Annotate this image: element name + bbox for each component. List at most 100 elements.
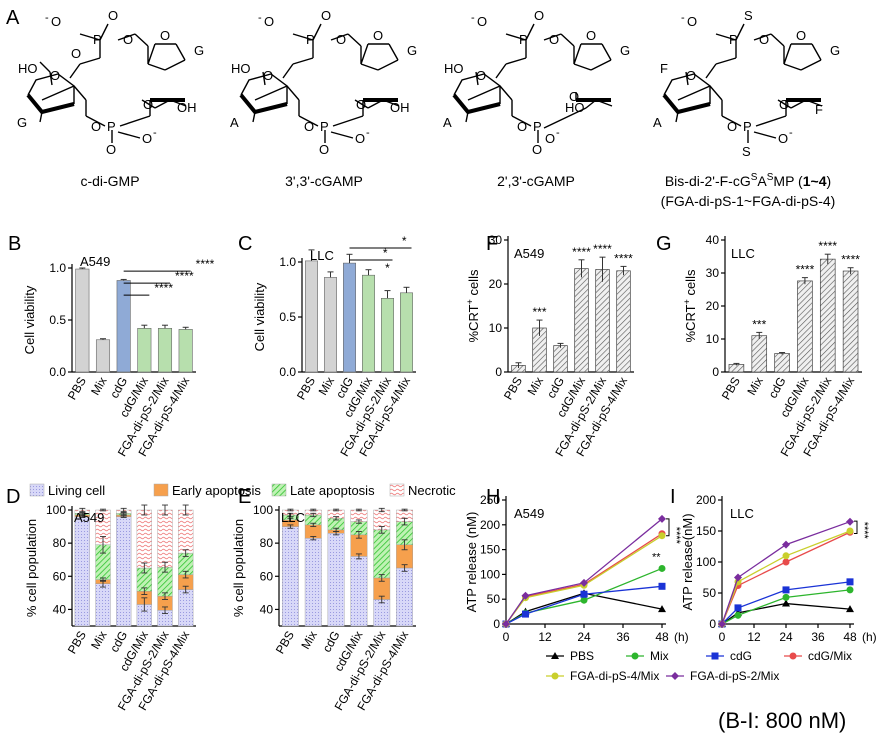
bar [774, 353, 790, 373]
x-tick-label: Mix [298, 629, 319, 652]
svg-text:O: O [106, 142, 116, 157]
y-tick-label: 0.0 [49, 365, 66, 379]
y-tick-label: 40 [706, 233, 720, 247]
significance-label: ** [652, 551, 661, 563]
y-axis-label: ATP release(nM) [680, 513, 695, 610]
x-tick-label: PBS [719, 375, 743, 403]
x-tick-label: 12 [747, 630, 761, 644]
legend-label: cdG [730, 649, 752, 663]
panel-label-g: G [656, 233, 672, 255]
svg-text:A: A [653, 115, 662, 130]
y-axis-label: %CRT+ cells [682, 269, 698, 342]
svg-text:O: O [534, 8, 544, 23]
bar [137, 328, 152, 373]
bar-segment [304, 537, 322, 627]
significance-label: **** [175, 269, 194, 283]
svg-text:F: F [660, 61, 668, 76]
marker [551, 652, 559, 659]
svg-text:O: O [263, 68, 273, 83]
significance-label: **** [670, 527, 682, 545]
marker [782, 599, 790, 607]
legend-label: Mix [650, 649, 669, 663]
marker [782, 552, 790, 560]
svg-text:S: S [744, 8, 753, 23]
marker [782, 558, 790, 566]
svg-text:HO: HO [444, 61, 464, 76]
svg-text:A: A [443, 115, 452, 130]
significance-label: * [402, 234, 407, 248]
bar [324, 277, 337, 373]
svg-text:-: - [556, 127, 560, 139]
chart-title: A549 [80, 254, 110, 269]
bar-segment [373, 529, 391, 579]
y-tick-label: 0.5 [279, 310, 296, 324]
chart-title: A549 [514, 246, 544, 261]
svg-text:P: P [93, 32, 102, 47]
marker [734, 573, 742, 582]
panel-label-b: B [8, 233, 21, 255]
svg-text:-: - [681, 12, 685, 24]
legend-label: Necrotic [408, 483, 456, 498]
bar [751, 335, 768, 373]
bar [400, 292, 413, 373]
caption-fga-di-ps-series: (FGA-di-pS-1~FGA-di-pS-4) [661, 193, 836, 209]
x-tick-label: PBS [294, 375, 318, 403]
svg-text:G: G [830, 43, 840, 58]
svg-text:O: O [476, 68, 486, 83]
marker [658, 605, 666, 613]
legend-label: Late apoptosis [290, 483, 375, 498]
svg-text:O: O [569, 89, 579, 104]
y-tick-label: 0 [709, 617, 716, 631]
chart-title: LLC [731, 246, 755, 261]
panel-label-c: C [238, 233, 252, 255]
bar-segment [281, 526, 299, 627]
svg-text:S: S [742, 144, 751, 159]
significance-label: **** [841, 253, 860, 267]
marker [658, 564, 666, 572]
marker [671, 672, 679, 680]
bar [797, 280, 813, 373]
bar [305, 260, 318, 373]
x-tick-label: Mix [744, 375, 765, 398]
y-tick-label: 30 [706, 266, 720, 280]
marker [580, 596, 588, 604]
y-tick-label: 0.5 [49, 313, 66, 327]
y-tick-label: 0.0 [279, 365, 296, 379]
marker [789, 652, 797, 660]
caption-3-3-cgamp: 3',3'-cGAMP [285, 173, 363, 189]
marker [782, 586, 790, 594]
svg-text:P: P [533, 119, 542, 134]
panel-label-a: A [6, 7, 20, 29]
x-axis-unit: (h) [862, 630, 877, 644]
significance-label: *** [752, 317, 766, 331]
panel-label-e: E [238, 486, 251, 508]
bar-segment [178, 509, 194, 554]
chart-title: LLC [281, 510, 305, 525]
marker [521, 591, 530, 600]
bar [116, 280, 131, 373]
concentration-footnote: (B-I: 800 nM) [718, 708, 846, 733]
y-tick-label: 100 [253, 503, 273, 517]
panel-labels: A B C D E F G H I [6, 7, 676, 508]
svg-text:G: G [407, 43, 417, 58]
svg-text:OH: OH [390, 100, 410, 115]
structure-3-3-cgamp [239, 23, 400, 143]
bar-segment [350, 556, 368, 627]
marker [631, 652, 639, 660]
y-tick-label: 0 [493, 617, 500, 631]
svg-text:O: O [143, 97, 153, 112]
series-line [721, 581, 851, 625]
y-tick-label: 10 [706, 332, 720, 346]
y-axis-label: %CRT+ cells [465, 269, 481, 342]
y-axis-label: % cell population [24, 519, 39, 617]
marker [580, 578, 588, 587]
marker [782, 540, 790, 549]
svg-text:P: P [306, 32, 315, 47]
caption-c-di-gmp: c-di-GMP [80, 173, 139, 189]
y-tick-label: 100 [480, 567, 500, 581]
line-legend: PBS Mix cdG cdG/Mix FGA-di-pS-4/Mix FGA-di-pS… [546, 649, 852, 683]
svg-text:O: O [108, 8, 118, 23]
marker [551, 672, 559, 680]
